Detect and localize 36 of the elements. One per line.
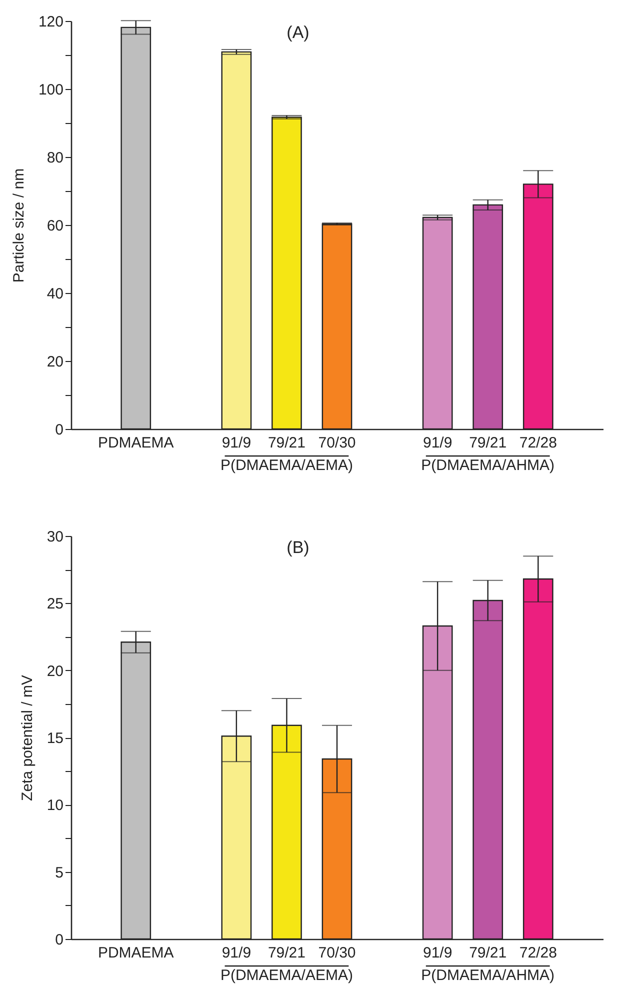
y-tick-label: 20 bbox=[46, 354, 64, 370]
y-tick-label: 25 bbox=[46, 596, 64, 613]
x-tick-label: 72/28 bbox=[519, 434, 557, 452]
x-tick-label: PDMAEMA bbox=[98, 434, 174, 452]
y-tick-label: 20 bbox=[46, 662, 64, 680]
y-tick-label: 5 bbox=[55, 864, 64, 882]
y-tick-label: 30 bbox=[46, 528, 64, 546]
text: P(DMAEMA/AHMA) bbox=[421, 457, 555, 474]
x-tick-label: 91/9 bbox=[222, 944, 252, 962]
x-tick-label: 70/30 bbox=[318, 944, 356, 962]
x-tick-label: 91/9 bbox=[422, 434, 452, 452]
text: P(DMAEMA/AEMA) bbox=[220, 457, 353, 474]
y-axis-title: Particle size / nm bbox=[10, 168, 28, 283]
y-tick-label: 80 bbox=[46, 150, 64, 166]
y-tick-label: 60 bbox=[46, 218, 64, 234]
x-tick-label: 72/28 bbox=[519, 944, 557, 962]
x-tick-label: 79/21 bbox=[268, 434, 306, 452]
text: P(DMAEMA/AEMA) bbox=[220, 967, 353, 984]
text: P(DMAEMA/AHMA) bbox=[421, 967, 555, 984]
chart-title: (A) bbox=[286, 23, 310, 42]
y-tick-label: 100 bbox=[38, 82, 64, 98]
x-tick-label: 91/9 bbox=[222, 434, 252, 452]
x-tick-label: 91/9 bbox=[422, 944, 452, 962]
chart-title: (B) bbox=[286, 538, 310, 557]
x-tick-label: 79/21 bbox=[469, 434, 507, 452]
x-tick-label: 70/30 bbox=[318, 434, 356, 452]
x-tick-label: 79/21 bbox=[469, 944, 507, 962]
y-tick-label: 40 bbox=[46, 286, 64, 302]
x-tick-label: PDMAEMA bbox=[98, 944, 174, 962]
y-tick-label: 0 bbox=[55, 932, 64, 948]
x-tick-label: 79/21 bbox=[268, 944, 306, 962]
y-tick-label: 120 bbox=[38, 14, 64, 30]
y-tick-label: 15 bbox=[46, 730, 64, 747]
y-tick-label: 0 bbox=[55, 422, 64, 438]
y-axis-title: Zeta potential / mV bbox=[18, 675, 36, 801]
y-tick-label: 10 bbox=[46, 797, 64, 814]
